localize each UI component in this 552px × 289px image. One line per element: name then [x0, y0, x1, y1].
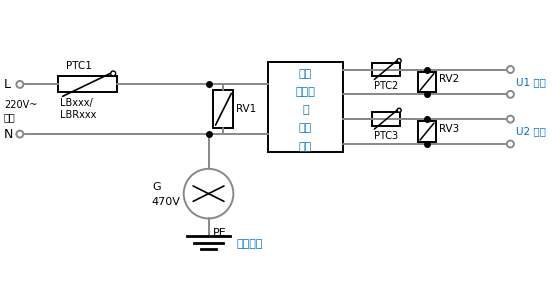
Text: G: G: [152, 182, 161, 192]
Bar: [214, 90, 233, 128]
Text: U2 输出: U2 输出: [516, 127, 546, 137]
Circle shape: [507, 91, 514, 98]
Text: N: N: [4, 127, 13, 140]
Text: 电源: 电源: [299, 69, 312, 79]
Circle shape: [111, 71, 116, 76]
Circle shape: [507, 116, 514, 123]
Circle shape: [397, 59, 401, 63]
Text: 开关: 开关: [299, 123, 312, 134]
Text: PTC2: PTC2: [374, 81, 399, 91]
Text: L: L: [4, 78, 11, 91]
Text: PE: PE: [213, 228, 226, 238]
Text: 变压器: 变压器: [295, 87, 315, 97]
Bar: [373, 63, 400, 77]
Bar: [57, 77, 117, 92]
Text: PTC3: PTC3: [374, 131, 399, 141]
Text: 输入: 输入: [4, 112, 15, 122]
Circle shape: [17, 81, 23, 88]
Bar: [373, 112, 400, 126]
Text: 保护接地: 保护接地: [236, 239, 263, 249]
Bar: [418, 71, 436, 92]
Text: U1 输出: U1 输出: [516, 77, 546, 87]
Circle shape: [507, 66, 514, 73]
Text: PTC1: PTC1: [66, 60, 92, 71]
Circle shape: [507, 140, 514, 147]
Circle shape: [17, 131, 23, 138]
Bar: [268, 62, 343, 152]
Text: 220V~: 220V~: [4, 100, 38, 110]
Circle shape: [397, 108, 401, 112]
Bar: [418, 121, 436, 142]
Text: LBRxxx: LBRxxx: [60, 110, 96, 120]
Text: RV2: RV2: [439, 74, 459, 84]
Text: RV1: RV1: [236, 104, 257, 114]
Text: 470V: 470V: [152, 197, 181, 207]
Text: LBxxx/: LBxxx/: [60, 98, 92, 108]
Text: RV3: RV3: [439, 124, 459, 134]
Text: 或: 或: [302, 105, 309, 115]
Text: 电源: 电源: [299, 142, 312, 151]
